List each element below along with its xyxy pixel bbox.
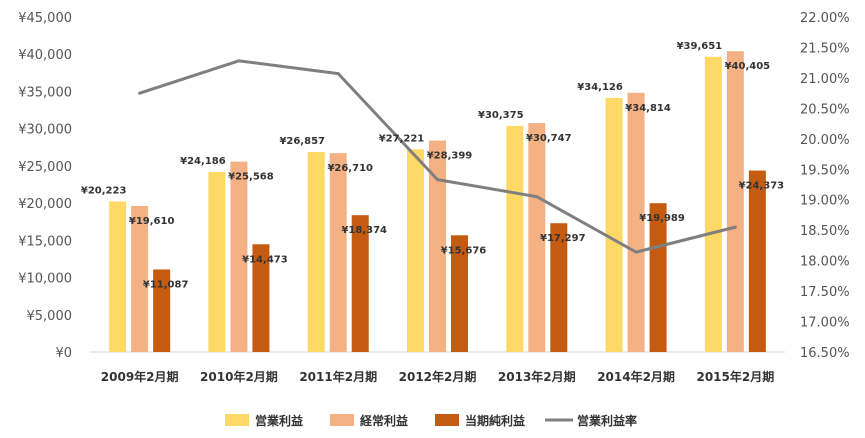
category-label: 2015年2月期	[696, 369, 774, 384]
x-axis-categories: 2009年2月期 2010年2月期 2011年2月期 2012年2月期 2013年2月期…	[101, 369, 774, 384]
line-series	[138, 59, 737, 254]
bar	[208, 171, 226, 352]
bar	[252, 244, 270, 352]
line-point	[535, 195, 539, 199]
data-label: ¥14,473	[242, 254, 288, 265]
data-label: ¥30,375	[478, 110, 524, 121]
data-label: ¥19,610	[129, 216, 175, 227]
line-point	[733, 225, 737, 229]
data-label: ¥28,399	[427, 151, 473, 162]
bar	[506, 125, 524, 352]
category-label: 2013年2月期	[498, 369, 576, 384]
bar	[649, 203, 667, 352]
legend-label: 当期純利益	[465, 413, 525, 428]
line-point	[138, 91, 142, 95]
legend-swatch	[435, 414, 459, 426]
data-label: ¥26,710	[327, 163, 373, 174]
right-tick-label: 19.50%	[800, 163, 850, 178]
bar	[131, 206, 149, 352]
left-tick-label: ¥20,000	[18, 197, 72, 212]
bar	[605, 97, 623, 352]
left-tick-label: ¥35,000	[18, 85, 72, 100]
bar	[451, 235, 468, 352]
bar	[627, 92, 645, 353]
legend-swatch	[225, 414, 249, 426]
legend-label: 営業利益率	[577, 413, 637, 428]
data-label: ¥24,373	[739, 181, 785, 192]
data-label: ¥24,186	[180, 156, 226, 167]
data-label: ¥30,747	[526, 133, 572, 144]
left-tick-label: ¥40,000	[18, 48, 72, 63]
right-tick-label: 16.50%	[800, 346, 850, 361]
right-tick-label: 21.50%	[800, 41, 850, 56]
left-tick-label: ¥0	[55, 346, 72, 361]
category-label: 2012年2月期	[399, 369, 477, 384]
data-label: ¥20,223	[81, 185, 127, 196]
bar	[550, 223, 568, 352]
data-label: ¥17,297	[540, 233, 586, 244]
data-label: ¥39,651	[677, 41, 723, 52]
line-point	[634, 250, 638, 254]
left-tick-label: ¥25,000	[18, 160, 72, 175]
right-tick-label: 18.00%	[800, 255, 850, 270]
bar-series	[109, 51, 766, 353]
legend: 営業利益 経常利益 当期純利益 営業利益率	[225, 413, 637, 428]
category-label: 2011年2月期	[299, 369, 377, 384]
right-tick-label: 17.50%	[800, 285, 850, 300]
bar	[429, 140, 446, 352]
data-label: ¥26,857	[279, 136, 325, 147]
data-label: ¥34,814	[625, 103, 671, 114]
bar	[230, 161, 248, 352]
legend-swatch	[330, 414, 354, 426]
bar	[528, 123, 546, 352]
right-y-axis: 16.50% 17.00% 17.50% 18.00% 18.50% 19.00% 19.5…	[800, 11, 850, 361]
bar	[329, 153, 347, 352]
data-label: ¥19,989	[639, 213, 685, 224]
category-label: 2010年2月期	[200, 369, 278, 384]
left-y-axis: ¥0 ¥5,000 ¥10,000 ¥15,000 ¥20,000 ¥25,000 ¥30,…	[18, 11, 72, 361]
data-labels: ¥20,223 ¥19,610 ¥11,087 ¥24,186¥25,568 ¥14,4…	[81, 41, 784, 291]
bar	[351, 215, 369, 352]
bar	[704, 56, 722, 352]
left-tick-label: ¥15,000	[18, 234, 72, 249]
category-label: 2014年2月期	[597, 369, 675, 384]
right-tick-label: 20.00%	[800, 133, 850, 148]
left-tick-label: ¥5,000	[27, 309, 73, 324]
line-point	[336, 72, 340, 76]
right-tick-label: 20.50%	[800, 102, 850, 117]
right-tick-label: 22.00%	[800, 11, 850, 26]
legend-label: 経常利益	[360, 413, 408, 428]
legend-label: 営業利益	[255, 413, 303, 428]
right-tick-label: 18.50%	[800, 224, 850, 239]
right-tick-label: 21.00%	[800, 72, 850, 87]
bar	[153, 269, 171, 352]
data-label: ¥15,676	[441, 245, 487, 256]
left-tick-label: ¥10,000	[18, 272, 72, 287]
bar	[407, 149, 424, 352]
right-tick-label: 17.00%	[800, 316, 850, 331]
right-tick-label: 19.00%	[800, 194, 850, 209]
bar	[109, 201, 127, 352]
data-label: ¥27,221	[379, 133, 425, 144]
line-point	[237, 59, 241, 63]
data-label: ¥25,568	[228, 172, 274, 183]
data-label: ¥11,087	[143, 279, 189, 290]
left-tick-label: ¥45,000	[18, 11, 72, 26]
category-label: 2009年2月期	[101, 369, 179, 384]
line-point	[436, 178, 439, 182]
bar	[307, 152, 325, 352]
data-label: ¥34,126	[577, 82, 623, 93]
data-label: ¥18,374	[341, 225, 387, 236]
data-label: ¥40,405	[725, 61, 771, 72]
bar	[726, 51, 744, 353]
bar	[748, 170, 766, 352]
left-tick-label: ¥30,000	[18, 123, 72, 138]
